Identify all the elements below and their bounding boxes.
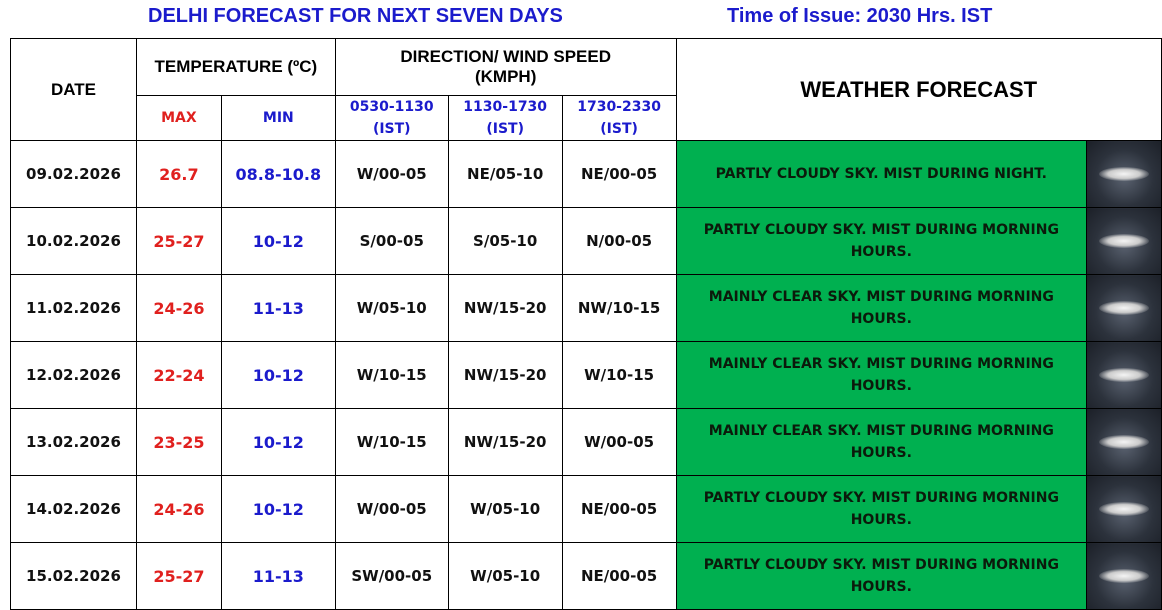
- header-min: MIN: [220, 95, 336, 141]
- date-cell: 12.02.2026: [10, 341, 137, 409]
- date-cell: 15.02.2026: [10, 542, 137, 610]
- wind-slot-1-cell: W/00-05: [334, 475, 449, 543]
- min-temp-cell: 08.8-10.8: [220, 140, 336, 208]
- weather-image-cell: [1086, 475, 1162, 543]
- min-temp-cell: 10-12: [220, 207, 336, 275]
- header-temperature: TEMPERATURE (ºC): [135, 38, 336, 96]
- table-row: 11.02.2026 24-26 11-13 W/05-10 NW/15-20 NW/10…: [10, 274, 1162, 342]
- min-temp-cell: 10-12: [220, 475, 336, 543]
- table-row: 13.02.2026 23-25 10-12 W/10-15 NW/15-20 W/00-…: [10, 408, 1162, 476]
- weather-image-cell: [1086, 542, 1162, 610]
- weather-image-cell: [1086, 274, 1162, 342]
- forecast-text-cell: MAINLY CLEAR SKY. MIST DURING MORNING HO…: [675, 408, 1088, 476]
- weather-image-cell: [1086, 140, 1162, 208]
- forecast-text-cell: PARTLY CLOUDY SKY. MIST DURING MORNING H…: [675, 542, 1088, 610]
- date-cell: 09.02.2026: [10, 140, 137, 208]
- night-cloud-icon: [1099, 368, 1150, 382]
- header-slot-2: 1130-1730 (IST): [447, 95, 563, 141]
- header-slot-1: 0530-1130 (IST): [334, 95, 449, 141]
- night-cloud-icon: [1099, 502, 1150, 516]
- wind-slot-2-cell: W/05-10: [447, 542, 563, 610]
- header-slot-3: 1730-2330 (IST): [561, 95, 677, 141]
- wind-slot-1-cell: W/10-15: [334, 408, 449, 476]
- wind-slot-3-cell: NE/00-05: [561, 140, 677, 208]
- wind-slot-1-cell: SW/00-05: [334, 542, 449, 610]
- max-temp-cell: 25-27: [135, 542, 222, 610]
- min-temp-cell: 11-13: [220, 542, 336, 610]
- max-temp-cell: 26.7: [135, 140, 222, 208]
- wind-slot-2-cell: NW/15-20: [447, 341, 563, 409]
- night-cloud-icon: [1099, 167, 1150, 181]
- wind-slot-2-cell: NE/05-10: [447, 140, 563, 208]
- wind-slot-2-cell: S/05-10: [447, 207, 563, 275]
- night-cloud-icon: [1099, 435, 1150, 449]
- wind-slot-3-cell: NW/10-15: [561, 274, 677, 342]
- table-row: 09.02.2026 26.7 08.8-10.8 W/00-05 NE/05-10 NE…: [10, 140, 1162, 208]
- wind-slot-3-cell: W/00-05: [561, 408, 677, 476]
- wind-slot-2-cell: W/05-10: [447, 475, 563, 543]
- wind-slot-1-cell: W/10-15: [334, 341, 449, 409]
- min-temp-cell: 11-13: [220, 274, 336, 342]
- forecast-text-cell: PARTLY CLOUDY SKY. MIST DURING MORNING H…: [675, 475, 1088, 543]
- night-cloud-icon: [1099, 301, 1150, 315]
- forecast-text-cell: PARTLY CLOUDY SKY. MIST DURING MORNING H…: [675, 207, 1088, 275]
- wind-slot-3-cell: N/00-05: [561, 207, 677, 275]
- date-cell: 14.02.2026: [10, 475, 137, 543]
- date-cell: 11.02.2026: [10, 274, 137, 342]
- max-temp-cell: 22-24: [135, 341, 222, 409]
- forecast-text-cell: MAINLY CLEAR SKY. MIST DURING MORNING HO…: [675, 341, 1088, 409]
- max-temp-cell: 25-27: [135, 207, 222, 275]
- min-temp-cell: 10-12: [220, 341, 336, 409]
- forecast-table: DATE TEMPERATURE (ºC) DIRECTION/ WIND SP…: [10, 38, 1162, 610]
- wind-slot-3-cell: NE/00-05: [561, 475, 677, 543]
- forecast-text-cell: PARTLY CLOUDY SKY. MIST DURING NIGHT.: [675, 140, 1088, 208]
- weather-image-cell: [1086, 341, 1162, 409]
- table-row: 14.02.2026 24-26 10-12 W/00-05 W/05-10 NE/00-…: [10, 475, 1162, 543]
- header-max: MAX: [135, 95, 222, 141]
- wind-slot-3-cell: NE/00-05: [561, 542, 677, 610]
- max-temp-cell: 24-26: [135, 475, 222, 543]
- min-temp-cell: 10-12: [220, 408, 336, 476]
- weather-image-cell: [1086, 408, 1162, 476]
- forecast-text-cell: MAINLY CLEAR SKY. MIST DURING MORNING HO…: [675, 274, 1088, 342]
- wind-slot-3-cell: W/10-15: [561, 341, 677, 409]
- night-cloud-icon: [1099, 234, 1150, 248]
- table-row: 10.02.2026 25-27 10-12 S/00-05 S/05-10 N/00-0…: [10, 207, 1162, 275]
- max-temp-cell: 24-26: [135, 274, 222, 342]
- table-row: 12.02.2026 22-24 10-12 W/10-15 NW/15-20 W/10-…: [10, 341, 1162, 409]
- page-title: DELHI FORECAST FOR NEXT SEVEN DAYS: [148, 5, 563, 27]
- wind-slot-1-cell: W/05-10: [334, 274, 449, 342]
- header-date: DATE: [10, 38, 137, 141]
- table-row: 15.02.2026 25-27 11-13 SW/00-05 W/05-10 NE/00…: [10, 542, 1162, 610]
- night-cloud-icon: [1099, 569, 1150, 583]
- date-cell: 13.02.2026: [10, 408, 137, 476]
- weather-image-cell: [1086, 207, 1162, 275]
- max-temp-cell: 23-25: [135, 408, 222, 476]
- wind-slot-1-cell: W/00-05: [334, 140, 449, 208]
- issue-time: Time of Issue: 2030 Hrs. IST: [727, 5, 993, 27]
- wind-slot-2-cell: NW/15-20: [447, 274, 563, 342]
- wind-slot-1-cell: S/00-05: [334, 207, 449, 275]
- date-cell: 10.02.2026: [10, 207, 137, 275]
- header-forecast: WEATHER FORECAST: [675, 38, 1162, 141]
- wind-slot-2-cell: NW/15-20: [447, 408, 563, 476]
- header-wind: DIRECTION/ WIND SPEED (KMPH): [334, 38, 677, 96]
